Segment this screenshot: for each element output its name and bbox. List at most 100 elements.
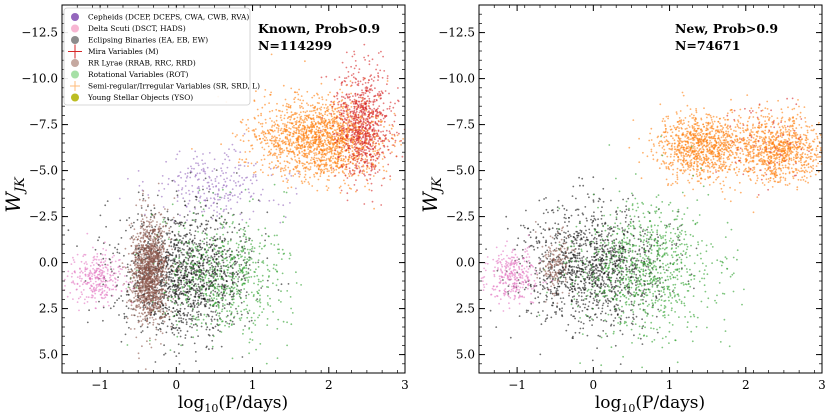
point [299, 123, 301, 126]
point [264, 139, 266, 142]
point [176, 323, 178, 326]
point [340, 157, 343, 160]
point [321, 133, 323, 136]
point [348, 155, 350, 158]
point [243, 267, 246, 269]
point [223, 195, 226, 197]
point [385, 129, 388, 132]
point [246, 310, 249, 313]
point [193, 237, 196, 240]
point [275, 119, 278, 122]
point [221, 310, 223, 313]
point [345, 110, 348, 113]
point [193, 255, 196, 258]
point [206, 313, 209, 316]
point [337, 101, 339, 104]
point [191, 283, 193, 286]
point [285, 146, 288, 149]
point [372, 142, 374, 145]
point [231, 188, 234, 191]
point [244, 277, 247, 279]
point [270, 91, 272, 94]
point [217, 283, 220, 286]
point [304, 121, 306, 123]
point [317, 129, 320, 132]
point [197, 245, 199, 248]
point [322, 128, 325, 131]
point [380, 131, 382, 133]
point [313, 148, 316, 151]
point [126, 344, 129, 346]
point [206, 237, 208, 240]
point [197, 313, 200, 316]
point [349, 128, 352, 131]
point [203, 269, 205, 272]
point [305, 161, 308, 164]
point [410, 116, 412, 118]
point [303, 118, 306, 121]
point [308, 169, 311, 171]
point [374, 121, 377, 124]
point [327, 175, 330, 178]
point [307, 167, 309, 170]
point [204, 162, 207, 165]
point [256, 300, 259, 303]
point [185, 176, 188, 179]
point [190, 269, 193, 272]
point [255, 90, 257, 93]
point [230, 306, 232, 309]
point [359, 149, 361, 152]
point [101, 285, 104, 288]
point [383, 144, 385, 147]
point [227, 285, 230, 287]
point [355, 156, 357, 159]
point [327, 108, 330, 111]
point [294, 113, 297, 115]
point [332, 113, 335, 115]
point [227, 212, 230, 214]
point [250, 144, 253, 147]
point [353, 140, 356, 143]
point [222, 188, 224, 191]
point [297, 128, 300, 131]
point [306, 155, 308, 157]
point [146, 326, 149, 329]
point [242, 134, 245, 137]
point [180, 321, 183, 324]
point [283, 160, 286, 163]
point [346, 192, 349, 195]
point [338, 151, 341, 154]
point [203, 242, 206, 245]
point [255, 179, 258, 182]
point [221, 245, 224, 247]
point [363, 43, 366, 46]
point [268, 132, 270, 134]
point [369, 138, 372, 141]
point [338, 124, 340, 126]
point [252, 322, 255, 325]
point [262, 279, 264, 282]
point [303, 144, 306, 147]
point [321, 140, 324, 142]
point [347, 158, 350, 161]
point [249, 269, 252, 271]
point [194, 218, 197, 221]
point [320, 112, 322, 115]
point [228, 159, 231, 162]
point [200, 248, 203, 251]
point [180, 290, 182, 293]
point [329, 141, 332, 144]
point [334, 147, 336, 150]
point [272, 311, 274, 313]
point [365, 101, 367, 103]
point [346, 112, 349, 114]
point [362, 112, 365, 114]
point [293, 131, 296, 134]
point [327, 106, 329, 108]
point [175, 292, 178, 295]
point [186, 282, 189, 285]
point [187, 257, 190, 260]
point [280, 114, 282, 117]
point [285, 177, 288, 180]
point [196, 225, 199, 228]
